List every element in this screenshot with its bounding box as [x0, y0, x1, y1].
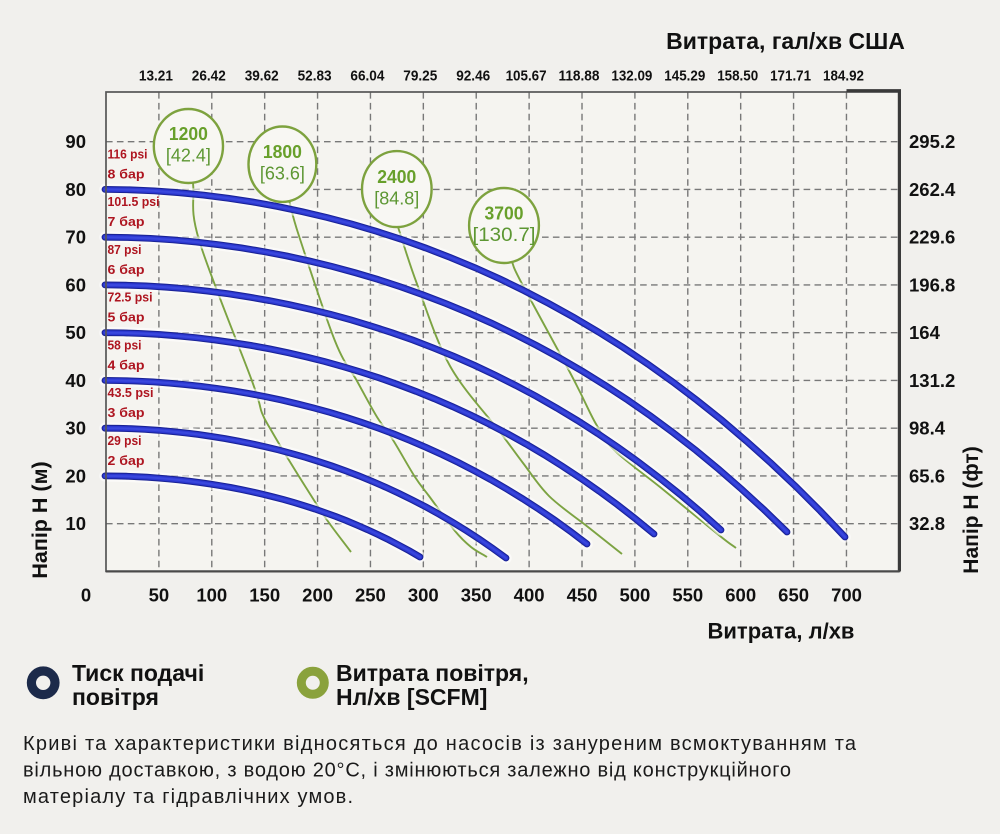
svg-text:105.67: 105.67	[506, 68, 547, 85]
svg-text:3 бар: 3 бар	[108, 405, 145, 420]
svg-text:Нл/хв [SCFM]: Нл/хв [SCFM]	[336, 684, 487, 710]
svg-text:2400: 2400	[377, 167, 416, 187]
svg-text:Напір H (м): Напір H (м)	[28, 461, 52, 578]
svg-text:600: 600	[725, 585, 756, 606]
svg-text:300: 300	[408, 585, 439, 606]
svg-text:39.62: 39.62	[245, 68, 279, 85]
svg-text:118.88: 118.88	[559, 68, 600, 85]
svg-text:250: 250	[355, 585, 386, 606]
svg-text:29 psi: 29 psi	[108, 433, 142, 448]
svg-text:1800: 1800	[263, 142, 302, 162]
svg-text:Тиск подачі: Тиск подачі	[72, 660, 204, 686]
svg-text:200: 200	[302, 585, 333, 606]
svg-text:116 psi: 116 psi	[108, 146, 148, 161]
svg-text:60: 60	[65, 274, 86, 295]
svg-text:350: 350	[461, 585, 492, 606]
svg-text:400: 400	[514, 585, 545, 606]
svg-text:98.4: 98.4	[909, 418, 946, 439]
svg-text:65.6: 65.6	[909, 465, 945, 486]
svg-text:145.29: 145.29	[664, 68, 705, 85]
svg-text:вільною доставкою, з водою 20°: вільною доставкою, з водою 20°C, і зміню…	[23, 760, 791, 782]
svg-text:196.8: 196.8	[909, 274, 955, 295]
svg-text:164: 164	[909, 322, 941, 343]
svg-text:58 psi: 58 psi	[108, 337, 142, 352]
svg-text:32.8: 32.8	[909, 513, 945, 534]
svg-text:[63.6]: [63.6]	[260, 164, 305, 184]
svg-text:132.09: 132.09	[611, 68, 652, 85]
svg-text:10: 10	[65, 513, 86, 534]
svg-text:3700: 3700	[485, 204, 524, 224]
svg-text:52.83: 52.83	[298, 68, 332, 85]
svg-text:171.71: 171.71	[770, 68, 811, 85]
svg-text:92.46: 92.46	[456, 68, 490, 85]
svg-text:8 бар: 8 бар	[108, 166, 145, 181]
svg-text:72.5 psi: 72.5 psi	[108, 290, 153, 305]
svg-text:13.21: 13.21	[139, 68, 173, 85]
svg-text:20: 20	[65, 465, 86, 486]
svg-text:450: 450	[567, 585, 598, 606]
svg-text:500: 500	[619, 585, 650, 606]
svg-text:[130.7]: [130.7]	[473, 225, 536, 246]
svg-text:5 бар: 5 бар	[108, 310, 145, 325]
svg-text:повітря: повітря	[72, 684, 159, 710]
svg-text:Напір H (фт): Напір H (фт)	[960, 446, 983, 573]
svg-text:295.2: 295.2	[909, 131, 955, 152]
svg-text:1200: 1200	[169, 124, 208, 144]
svg-text:150: 150	[249, 585, 280, 606]
svg-text:26.42: 26.42	[192, 68, 226, 85]
svg-text:70: 70	[65, 227, 86, 248]
svg-text:4 бар: 4 бар	[108, 357, 145, 372]
svg-text:50: 50	[65, 322, 86, 343]
svg-text:90: 90	[65, 131, 86, 152]
svg-text:650: 650	[778, 585, 809, 606]
svg-text:550: 550	[672, 585, 703, 606]
svg-text:262.4: 262.4	[909, 179, 956, 200]
svg-text:2 бар: 2 бар	[108, 453, 145, 468]
svg-text:43.5 psi: 43.5 psi	[108, 385, 154, 400]
svg-text:0: 0	[81, 585, 91, 606]
svg-text:184.92: 184.92	[823, 68, 864, 85]
svg-text:[84.8]: [84.8]	[374, 189, 419, 209]
svg-text:50: 50	[149, 585, 170, 606]
svg-text:229.6: 229.6	[909, 227, 955, 248]
svg-text:Витрата, л/хв: Витрата, л/хв	[708, 619, 855, 644]
svg-text:[42.4]: [42.4]	[166, 146, 211, 166]
svg-text:Криві та характеристики віднос: Криві та характеристики відносяться до н…	[23, 733, 857, 755]
svg-text:40: 40	[65, 370, 86, 391]
svg-text:101.5 psi: 101.5 psi	[108, 194, 160, 209]
svg-text:700: 700	[831, 585, 862, 606]
svg-text:158.50: 158.50	[717, 68, 758, 85]
svg-text:Витрата повітря,: Витрата повітря,	[336, 660, 529, 686]
svg-text:80: 80	[65, 179, 86, 200]
svg-text:87 psi: 87 psi	[108, 242, 142, 257]
svg-text:30: 30	[65, 418, 86, 439]
svg-text:131.2: 131.2	[909, 370, 955, 391]
svg-text:100: 100	[196, 585, 227, 606]
svg-text:Витрата, гал/хв США: Витрата, гал/хв США	[666, 28, 905, 54]
svg-text:66.04: 66.04	[350, 68, 385, 85]
svg-text:6 бар: 6 бар	[108, 262, 145, 277]
svg-text:79.25: 79.25	[403, 68, 437, 85]
svg-text:7 бар: 7 бар	[108, 214, 145, 229]
